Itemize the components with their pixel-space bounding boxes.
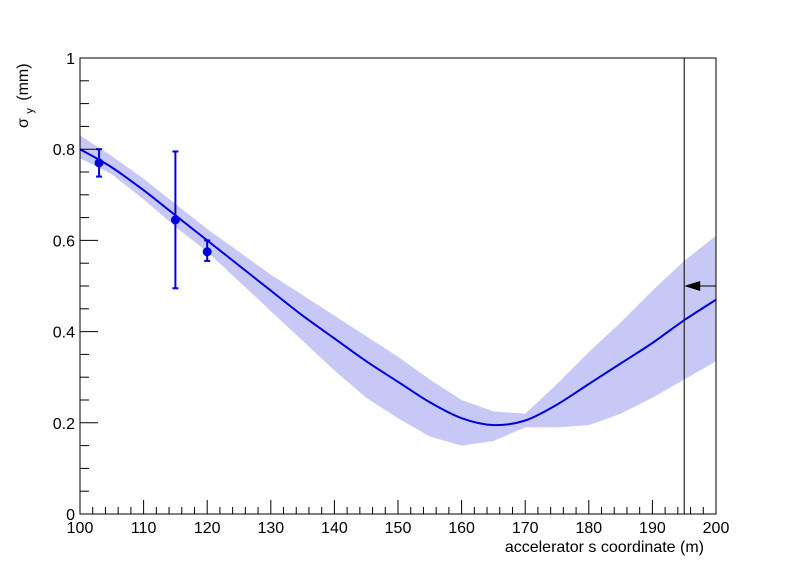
data-point <box>170 150 180 290</box>
x-tick-label: 190 <box>639 520 666 537</box>
x-axis: 100 110 120 130 140 150 160 170 180 190 200 <box>67 500 730 537</box>
y-tick-label: 0.4 <box>53 325 75 342</box>
x-axis-label: accelerator s coordinate (m) <box>505 539 704 556</box>
confidence-band-layer <box>80 135 716 446</box>
data-point-marker <box>94 158 104 168</box>
y-axis: 0 0.2 0.4 0.6 0.8 1 <box>53 51 98 524</box>
y-axis-label-main: σ <box>15 118 32 128</box>
x-tick-label: 130 <box>257 520 284 537</box>
x-tick-label: 110 <box>131 520 157 537</box>
fit-line-layer <box>79 148 717 427</box>
fit-line <box>79 148 717 427</box>
annotation-layer <box>683 58 716 514</box>
data-point <box>202 239 212 262</box>
x-tick-label: 170 <box>512 520 539 537</box>
data-point-marker <box>170 215 180 225</box>
x-tick-label: 100 <box>67 520 94 537</box>
x-tick-label: 160 <box>448 520 475 537</box>
confidence-band <box>80 135 716 446</box>
y-tick-label: 0 <box>66 507 75 524</box>
x-tick-label: 180 <box>575 520 602 537</box>
x-tick-label: 200 <box>703 520 730 537</box>
y-tick-label: 0.8 <box>53 142 75 159</box>
y-axis-label-sub: y <box>24 108 36 114</box>
data-points-layer <box>94 148 212 290</box>
y-axis-label-unit: (mm) <box>15 63 32 100</box>
x-tick-label: 150 <box>385 520 412 537</box>
arrow-head-icon <box>684 281 701 291</box>
x-tick-label: 140 <box>321 520 348 537</box>
data-point-marker <box>202 247 212 257</box>
x-tick-label: 120 <box>194 520 221 537</box>
y-tick-label: 0.6 <box>53 233 75 250</box>
y-tick-label: 1 <box>66 51 75 68</box>
y-axis-label: σ y (mm) <box>15 63 37 128</box>
y-tick-label: 0.2 <box>53 416 75 433</box>
